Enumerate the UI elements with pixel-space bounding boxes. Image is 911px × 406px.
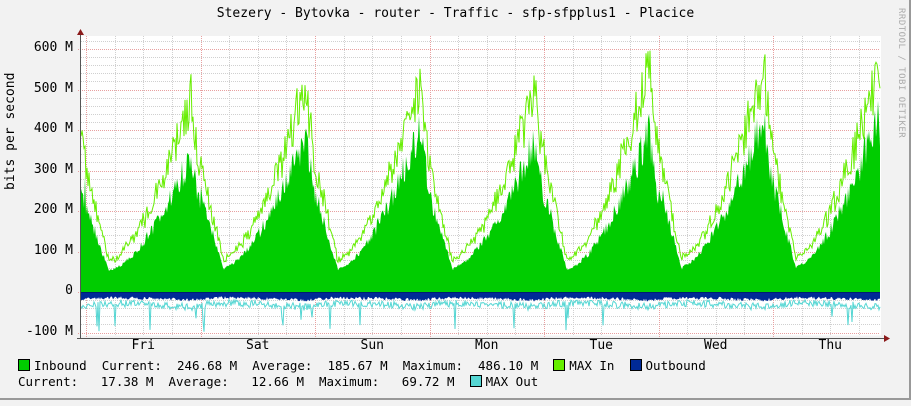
y-tick-label: 500 M (33, 80, 73, 96)
legend-max-in-label: MAX In (569, 358, 615, 373)
x-tick-label-sat: Sat (246, 338, 270, 353)
y-tick-label: 200 M (33, 202, 73, 217)
x-tick-label-fri: Fri (131, 338, 155, 353)
legend-inbound-stats: Current: 246.68 M Average: 185.67 M Maxi… (86, 358, 539, 373)
y-tick-label: 600 M (33, 40, 73, 55)
y-tick-label: 0 (65, 283, 73, 298)
y-tick-label: 100 M (33, 242, 73, 258)
legend-outbound-stats: Current: 17.38 M Average: 12.66 M Maximu… (18, 374, 455, 389)
y-tick-label: 300 M (33, 161, 73, 177)
x-axis-arrow-icon (884, 335, 890, 342)
y-axis-arrow-icon (77, 29, 84, 35)
max-in-line (80, 50, 881, 264)
x-tick-label-mon: Mon (475, 338, 499, 353)
legend-inbound-label: Inbound (34, 358, 87, 373)
x-tick-label-thu: Thu (818, 338, 842, 353)
x-tick-label-tue: Tue (589, 338, 613, 353)
outbound-area (81, 292, 880, 302)
y-tick-label: 400 M (33, 121, 73, 136)
inbound-swatch (18, 359, 30, 371)
legend-outbound-label: Outbound (645, 358, 706, 373)
x-tick-label-sun: Sun (360, 338, 384, 353)
max-out-line (80, 298, 881, 332)
y-tick-label: -100 M (26, 323, 73, 339)
legend-row-2: Current: 17.38 M Average: 12.66 M Maximu… (18, 374, 538, 390)
inbound-area (81, 100, 880, 292)
max-out-swatch (469, 375, 482, 387)
legend-row-1: Inbound Current: 246.68 M Average: 185.6… (18, 358, 706, 374)
graph-title: Stezery - Bytovka - router - Traffic - s… (216, 6, 695, 21)
legend: Inbound Current: 246.68 M Average: 185.6… (0, 358, 911, 406)
outbound-swatch (629, 359, 642, 371)
legend-max-out-label: MAX Out (485, 374, 539, 389)
max-in-swatch (553, 359, 566, 371)
x-tick-label-wed: Wed (704, 338, 728, 353)
rrdtool-watermark: RRDTOOL / TOBI OETIKER (896, 8, 906, 139)
